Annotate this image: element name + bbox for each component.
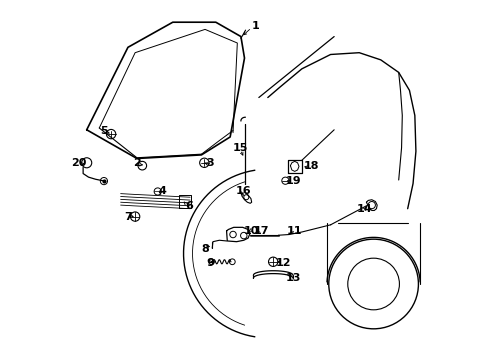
Text: 5: 5: [100, 126, 107, 135]
Text: 15: 15: [232, 143, 247, 153]
Text: 3: 3: [206, 158, 214, 168]
Text: 10: 10: [243, 226, 258, 236]
Text: 18: 18: [304, 161, 319, 171]
Text: 7: 7: [124, 212, 132, 221]
Text: 17: 17: [253, 226, 269, 236]
Text: 8: 8: [201, 244, 208, 254]
Polygon shape: [86, 22, 244, 158]
Text: 19: 19: [285, 176, 301, 186]
Text: 1: 1: [251, 21, 259, 31]
Text: 13: 13: [285, 273, 300, 283]
Text: 4: 4: [158, 186, 165, 197]
Text: 11: 11: [285, 226, 301, 236]
Text: 20: 20: [71, 158, 86, 168]
Text: 6: 6: [184, 201, 192, 211]
Text: 16: 16: [236, 186, 251, 197]
Text: 2: 2: [133, 158, 141, 168]
Text: 9: 9: [206, 258, 214, 268]
Text: 14: 14: [356, 204, 372, 215]
Text: 12: 12: [275, 258, 290, 268]
